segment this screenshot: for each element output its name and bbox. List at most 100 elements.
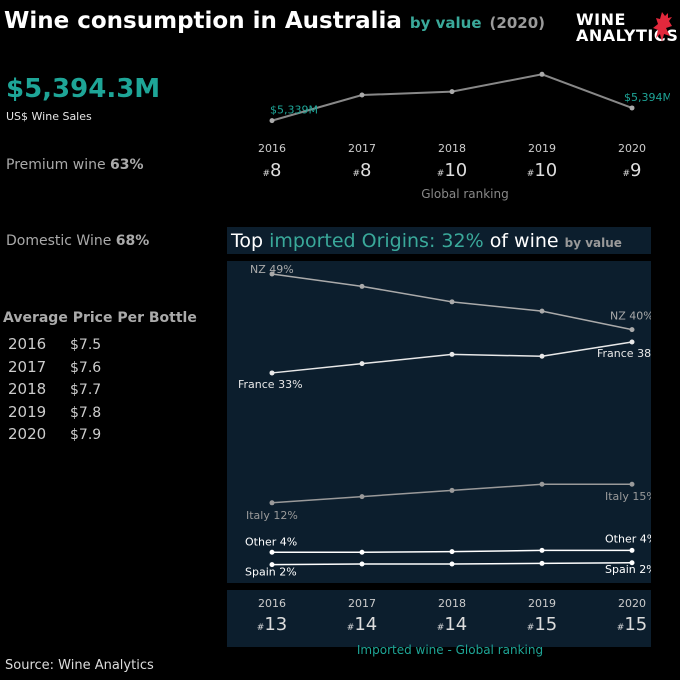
series-end-label: Italy 15% (605, 490, 651, 503)
series-start-label: Spain 2% (245, 566, 297, 579)
premium-share: Premium wine 63% (6, 157, 144, 173)
avg-price-value: $7.6 (70, 359, 102, 376)
ranking-prefix: # (526, 623, 535, 633)
ranking-year: 2017 (348, 142, 376, 155)
ranking-value: #9 (602, 160, 662, 181)
avg-price-year: 2020 (8, 425, 47, 443)
title-year: (2020) (489, 14, 546, 32)
avg-price-year: 2018 (8, 380, 47, 398)
ranking-value: #13 (242, 614, 302, 635)
logo-line1: WINE (576, 10, 626, 29)
rooster-icon (653, 12, 672, 42)
data-point-spain (539, 560, 545, 566)
data-point-france (539, 353, 545, 359)
series-end-label: France 38% (597, 347, 651, 360)
data-point-france (269, 370, 275, 376)
premium-pct: 63% (110, 157, 144, 173)
ranking-prefix: # (262, 169, 271, 179)
series-line-france (271, 341, 633, 374)
data-point-spain (269, 562, 275, 568)
sales-data-point (269, 118, 275, 124)
data-point-nz (269, 271, 275, 277)
origins-title: Top imported Origins: 32% of wine by val… (231, 230, 622, 252)
imported-ranking-label: Imported wine - Global ranking (356, 643, 544, 657)
sales-data-point (449, 89, 455, 95)
ranking-value: #10 (512, 160, 572, 181)
sales-label: US$ Wine Sales (6, 110, 92, 123)
ranking-year: 2018 (438, 142, 466, 155)
imported-ranking-panel (227, 590, 651, 647)
avg-price-row: 2016 $7.5 (8, 335, 101, 353)
global-ranking-label: Global ranking (421, 187, 509, 201)
series-end-label: NZ 40% (610, 310, 651, 323)
avg-price-year: 2017 (8, 357, 47, 376)
ranking-number: 8 (270, 160, 282, 181)
data-point-spain (359, 561, 365, 567)
data-point-nz (359, 283, 365, 289)
ranking-number: 14 (444, 614, 468, 635)
origins-title-by: by value (564, 236, 622, 250)
ranking-value: #14 (332, 614, 392, 635)
origins-title-pre: Top (231, 230, 264, 252)
origins-header-bar (227, 227, 651, 254)
ranking-number: 9 (630, 160, 642, 181)
data-point-other (269, 549, 275, 555)
title-main: Wine consumption in Australia (4, 8, 402, 34)
ranking-number: 13 (264, 614, 288, 635)
sales-data-point (539, 71, 545, 77)
ranking-year: 2016 (258, 597, 286, 610)
data-point-other (539, 547, 545, 553)
ranking-value: #15 (602, 614, 662, 635)
series-end-label: Spain 2% (605, 563, 651, 576)
ranking-value: #10 (422, 160, 482, 181)
logo-line2: ANALYTICS (576, 26, 679, 45)
sales-line-chart: $5,339M $5,394M (269, 71, 670, 124)
series-line-italy (271, 483, 632, 504)
avg-price-row: 2017 $7.6 (8, 358, 101, 376)
data-point-spain (629, 560, 635, 566)
data-point-spain (449, 561, 455, 567)
data-point-nz (539, 308, 545, 314)
ranking-value: #8 (332, 160, 392, 181)
ranking-prefix: # (346, 623, 355, 633)
wine-analytics-logo: WINE ANALYTICS (576, 10, 679, 50)
data-point-nz (449, 299, 455, 305)
ranking-prefix: # (436, 623, 445, 633)
ranking-number: 15 (534, 614, 558, 635)
sales-series-line (271, 73, 633, 122)
premium-label: Premium wine (6, 157, 106, 173)
ranking-prefix: # (352, 169, 361, 179)
data-point-other (629, 547, 635, 553)
domestic-label: Domestic Wine (6, 233, 112, 249)
data-point-italy (629, 481, 635, 487)
avg-price-value: $7.8 (70, 404, 102, 421)
avg-price-row: 2019 $7.8 (8, 403, 101, 421)
series-start-label: NZ 49% (250, 263, 294, 276)
ranking-year: 2019 (528, 597, 556, 610)
data-point-other (449, 549, 455, 555)
origins-panel: NZ 49% NZ 40% France 33% France 38% Italy 12… (227, 261, 651, 583)
ranking-year: 2020 (618, 142, 646, 155)
ranking-number: 10 (534, 160, 558, 181)
data-point-france (449, 351, 455, 357)
sales-data-label: $5,394M (624, 91, 670, 104)
sales-value: $5,394.3M (6, 74, 161, 104)
ranking-year: 2016 (258, 142, 286, 155)
avg-price-year: 2016 (8, 335, 47, 353)
ranking-prefix: # (526, 169, 535, 179)
sales-data-point (629, 105, 635, 111)
series-start-label: Other 4% (245, 535, 297, 548)
ranking-year: 2019 (528, 142, 556, 155)
series-start-label: France 33% (238, 378, 303, 391)
origins-title-post: of wine (489, 230, 559, 252)
title-sub: by value (409, 14, 482, 32)
ranking-number: 10 (444, 160, 468, 181)
data-point-other (359, 549, 365, 555)
sales-data-label: $5,339M (270, 104, 318, 117)
ranking-prefix: # (616, 623, 625, 633)
avg-price-row: 2018 $7.7 (8, 380, 101, 398)
ranking-value: #8 (242, 160, 302, 181)
data-point-nz (629, 327, 635, 333)
sales-data-point (359, 92, 365, 98)
ranking-value: #15 (512, 614, 572, 635)
